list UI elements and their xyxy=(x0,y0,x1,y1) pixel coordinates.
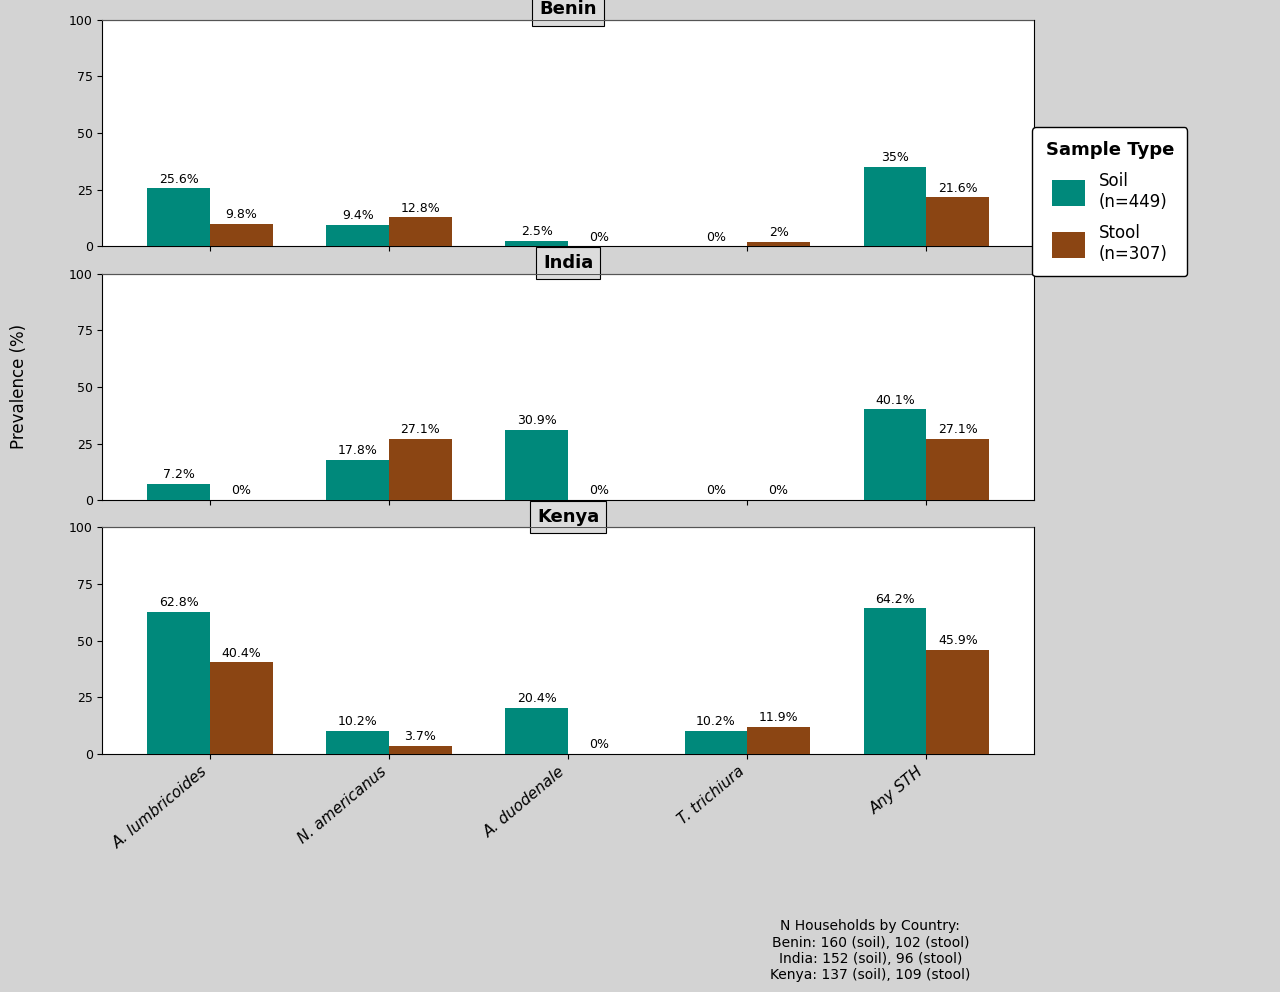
Text: 0%: 0% xyxy=(707,484,726,497)
Bar xyxy=(685,731,748,754)
Text: N Households by Country:
Benin: 160 (soil), 102 (stool)
India: 152 (soil), 96 (s: N Households by Country: Benin: 160 (soi… xyxy=(771,920,970,982)
Bar xyxy=(326,460,389,500)
Text: 27.1%: 27.1% xyxy=(938,423,978,436)
Text: 10.2%: 10.2% xyxy=(338,715,378,728)
Text: 17.8%: 17.8% xyxy=(338,444,378,457)
Text: 25.6%: 25.6% xyxy=(159,173,198,186)
Text: 45.9%: 45.9% xyxy=(938,634,978,647)
Bar xyxy=(326,731,389,754)
Bar xyxy=(748,242,810,246)
Bar xyxy=(864,410,927,500)
Bar xyxy=(864,167,927,246)
Bar xyxy=(506,431,568,500)
Text: 0%: 0% xyxy=(590,738,609,751)
Bar xyxy=(147,188,210,246)
Title: Kenya: Kenya xyxy=(538,508,599,526)
Text: 7.2%: 7.2% xyxy=(163,468,195,481)
Text: 10.2%: 10.2% xyxy=(696,715,736,728)
Title: India: India xyxy=(543,254,593,272)
Text: 0%: 0% xyxy=(232,484,251,497)
Bar xyxy=(748,727,810,754)
Bar xyxy=(389,438,452,500)
Text: 12.8%: 12.8% xyxy=(401,201,440,214)
Text: 0%: 0% xyxy=(590,484,609,497)
Text: 11.9%: 11.9% xyxy=(759,711,799,724)
Text: 3.7%: 3.7% xyxy=(404,730,436,743)
Text: 62.8%: 62.8% xyxy=(159,596,198,609)
Bar xyxy=(210,663,273,754)
Text: 40.1%: 40.1% xyxy=(876,394,915,407)
Bar xyxy=(506,707,568,754)
Text: 0%: 0% xyxy=(768,484,788,497)
Bar xyxy=(210,224,273,246)
Title: Benin: Benin xyxy=(539,0,596,18)
Text: 64.2%: 64.2% xyxy=(876,593,915,606)
Text: Prevalence (%): Prevalence (%) xyxy=(10,324,28,449)
Text: 27.1%: 27.1% xyxy=(401,423,440,436)
Text: 20.4%: 20.4% xyxy=(517,692,557,705)
Text: 2%: 2% xyxy=(769,226,788,239)
Bar xyxy=(389,746,452,754)
Bar xyxy=(927,197,989,246)
Bar xyxy=(864,608,927,754)
Text: 9.8%: 9.8% xyxy=(225,208,257,221)
Bar xyxy=(147,484,210,500)
Text: 35%: 35% xyxy=(881,152,909,165)
Text: 0%: 0% xyxy=(707,231,726,244)
Text: 0%: 0% xyxy=(590,231,609,244)
Bar xyxy=(326,225,389,246)
Text: 21.6%: 21.6% xyxy=(938,182,978,194)
Legend: Soil
(n=449), Stool
(n=307): Soil (n=449), Stool (n=307) xyxy=(1033,127,1188,277)
Text: 40.4%: 40.4% xyxy=(221,647,261,660)
Bar xyxy=(147,612,210,754)
Bar xyxy=(389,217,452,246)
Bar xyxy=(506,241,568,246)
Bar xyxy=(927,438,989,500)
Bar xyxy=(927,650,989,754)
Text: 30.9%: 30.9% xyxy=(517,415,557,428)
Text: 2.5%: 2.5% xyxy=(521,225,553,238)
Text: 9.4%: 9.4% xyxy=(342,209,374,222)
